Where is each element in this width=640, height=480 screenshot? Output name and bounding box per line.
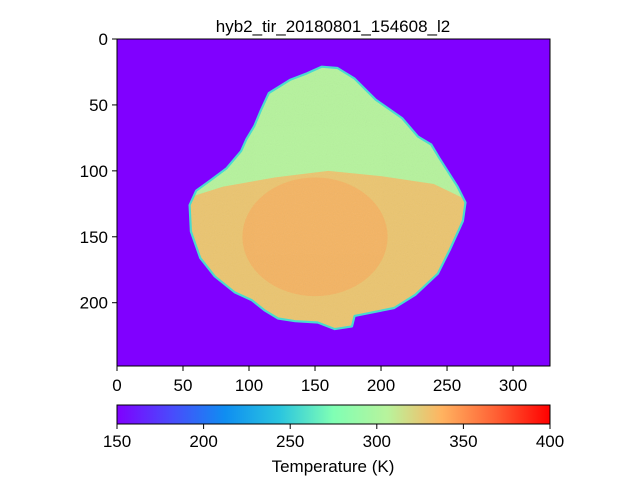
colorbar-ticks: 150 200 250 300 350 400	[103, 424, 564, 451]
colorbar-tick-label: 150	[103, 432, 131, 451]
y-tick-label: 100	[80, 162, 108, 181]
colorbar-tick-label: 200	[189, 432, 217, 451]
y-tick-label: 50	[89, 96, 108, 115]
colorbar-tick-label: 250	[276, 432, 304, 451]
colorbar-tick-label: 350	[449, 432, 477, 451]
colorbar-tick-label: 400	[536, 432, 564, 451]
x-tick-label: 300	[499, 376, 527, 395]
colorbar-tick-label: 300	[363, 432, 391, 451]
y-tick-label: 200	[80, 294, 108, 313]
x-tick-label: 50	[174, 376, 193, 395]
y-tick-label: 0	[99, 30, 108, 49]
x-tick-label: 0	[112, 376, 121, 395]
chart-title: hyb2_tir_20180801_154608_l2	[216, 17, 450, 36]
y-tick-label: 150	[80, 228, 108, 247]
limb-edge	[188, 65, 467, 331]
x-axis: 0 50 100 150 200 250 300	[112, 366, 527, 395]
x-tick-label: 250	[433, 376, 461, 395]
plot-frame	[116, 38, 551, 367]
x-tick-label: 150	[301, 376, 329, 395]
y-axis: 0 50 100 150 200	[80, 30, 117, 313]
colorbar: 150 200 250 300 350 400 Temperature (K)	[103, 404, 564, 476]
x-tick-label: 100	[235, 376, 263, 395]
colorbar-gradient	[116, 404, 551, 425]
x-tick-label: 200	[367, 376, 395, 395]
colorbar-label: Temperature (K)	[272, 457, 395, 476]
thermal-image	[117, 39, 550, 366]
